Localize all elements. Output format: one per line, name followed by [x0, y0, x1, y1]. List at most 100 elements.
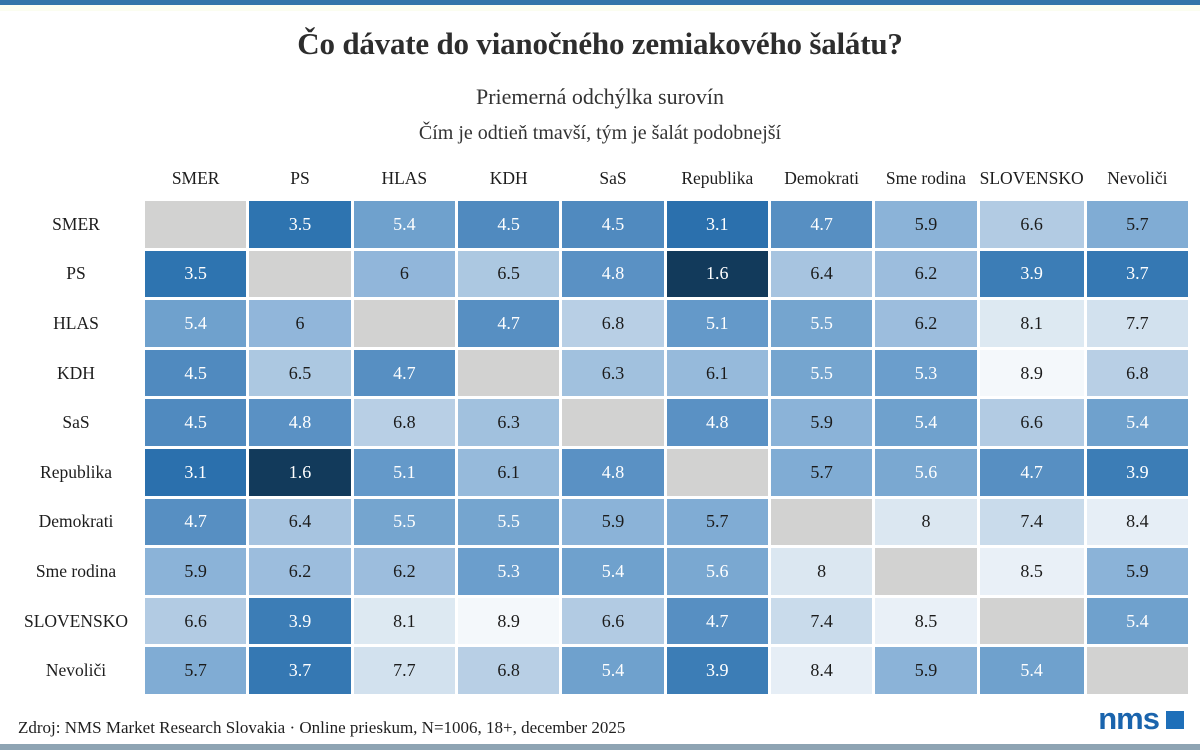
heatmap-cell: 1.6	[249, 448, 351, 496]
heatmap-cell: 8.5	[875, 597, 977, 645]
heatmap-cell: 5.1	[353, 448, 455, 496]
heatmap-cell: 6.6	[979, 399, 1084, 446]
column-header: PS	[249, 158, 351, 198]
heatmap-cell: 5.4	[562, 548, 664, 595]
heatmap-diagonal-cell	[353, 300, 455, 347]
heatmap-cell: 1.6	[666, 250, 768, 298]
column-header: Sme rodina	[875, 158, 977, 198]
page-title: Čo dávate do vianočného zemiakového šalá…	[297, 26, 903, 61]
top-strip	[0, 5, 1200, 11]
heatmap-cell: 4.8	[562, 448, 664, 496]
row-label: HLAS	[10, 300, 142, 347]
heatmap-cell: 4.7	[457, 300, 560, 347]
heatmap-cell: 8.9	[457, 597, 560, 645]
top-accent-bar	[0, 0, 1200, 5]
nms-logo-text: nms	[1098, 701, 1160, 736]
column-header: Nevoliči	[1086, 158, 1188, 198]
heatmap-cell: 4.5	[457, 201, 560, 248]
heatmap-cell: 5.7	[145, 647, 247, 694]
heatmap-cell: 5.3	[875, 349, 977, 397]
heatmap-cell: 5.4	[1086, 597, 1188, 645]
nms-logo: nms	[1098, 703, 1184, 734]
row-label: KDH	[10, 349, 142, 397]
heatmap-cell: 7.4	[979, 498, 1084, 546]
heatmap-cell: 4.7	[145, 498, 247, 546]
heatmap-cell: 5.9	[875, 647, 977, 694]
heatmap-cell: 3.5	[145, 250, 247, 298]
heatmap-cell: 6.6	[145, 597, 247, 645]
column-header: Republika	[666, 158, 768, 198]
heatmap-cell: 4.8	[666, 399, 768, 446]
heatmap-diagonal-cell	[1086, 647, 1188, 694]
heatmap-cell: 5.4	[145, 300, 247, 347]
heatmap-cell: 5.5	[770, 300, 873, 347]
heatmap-cell: 5.6	[875, 448, 977, 496]
heatmap-cell: 6.4	[249, 498, 351, 546]
heatmap-corner	[10, 158, 142, 198]
heatmap-cell: 6.6	[562, 597, 664, 645]
heatmap-diagonal-cell	[145, 201, 247, 248]
heatmap-cell: 6.4	[770, 250, 873, 298]
heatmap-cell: 8	[875, 498, 977, 546]
heatmap-cell: 6.8	[1086, 349, 1188, 397]
heatmap-cell: 5.5	[457, 498, 560, 546]
heatmap-cell: 3.7	[1086, 250, 1188, 298]
heatmap-cell: 6.5	[249, 349, 351, 397]
heatmap-cell: 6.6	[979, 201, 1084, 248]
heatmap-cell: 4.5	[145, 349, 247, 397]
heatmap-diagonal-cell	[979, 597, 1084, 645]
heatmap-cell: 4.5	[145, 399, 247, 446]
heatmap-cell: 4.7	[353, 349, 455, 397]
heatmap-cell: 5.9	[770, 399, 873, 446]
row-label: Demokrati	[10, 498, 142, 546]
heatmap-cell: 5.7	[666, 498, 768, 546]
heatmap-cell: 5.4	[1086, 399, 1188, 446]
row-label: Nevoliči	[10, 647, 142, 694]
heatmap-cell: 4.5	[562, 201, 664, 248]
heatmap-diagonal-cell	[249, 250, 351, 298]
column-header: SLOVENSKO	[979, 158, 1084, 198]
source-note: Zdroj: NMS Market Research Slovakia · On…	[18, 718, 626, 737]
heatmap-cell: 6.8	[457, 647, 560, 694]
heatmap-cell: 5.9	[562, 498, 664, 546]
row-label: SaS	[10, 399, 142, 446]
heatmap-cell: 6.1	[457, 448, 560, 496]
heatmap-cell: 6	[249, 300, 351, 347]
heatmap-cell: 8.1	[979, 300, 1084, 347]
heatmap-cell: 5.9	[875, 201, 977, 248]
heatmap-cell: 4.7	[666, 597, 768, 645]
heatmap-cell: 3.9	[979, 250, 1084, 298]
heatmap-cell: 7.4	[770, 597, 873, 645]
heatmap-cell: 6.1	[666, 349, 768, 397]
heatmap-cell: 4.8	[249, 399, 351, 446]
heatmap-diagonal-cell	[457, 349, 560, 397]
heatmap-cell: 3.5	[249, 201, 351, 248]
heatmap-cell: 5.5	[353, 498, 455, 546]
column-header: HLAS	[353, 158, 455, 198]
heatmap-cell: 3.9	[666, 647, 768, 694]
heatmap-cell: 6.2	[353, 548, 455, 595]
heatmap-diagonal-cell	[562, 399, 664, 446]
heatmap-cell: 6.3	[457, 399, 560, 446]
heatmap-cell: 6.8	[353, 399, 455, 446]
heatmap-cell: 6.2	[875, 300, 977, 347]
heatmap-cell: 8.4	[1086, 498, 1188, 546]
row-label: SMER	[10, 201, 142, 248]
heatmap-cell: 3.1	[145, 448, 247, 496]
heatmap-cell: 7.7	[353, 647, 455, 694]
row-label: SLOVENSKO	[10, 597, 142, 645]
heatmap-cell: 6.5	[457, 250, 560, 298]
column-header: Demokrati	[770, 158, 873, 198]
heatmap-cell: 7.7	[1086, 300, 1188, 347]
row-label: Republika	[10, 448, 142, 496]
bottom-accent-bar	[0, 744, 1200, 750]
column-header: SMER	[145, 158, 247, 198]
heatmap-cell: 6.3	[562, 349, 664, 397]
heatmap-cell: 5.9	[145, 548, 247, 595]
column-header: KDH	[457, 158, 560, 198]
nms-logo-square-icon	[1166, 711, 1184, 729]
heatmap-cell: 3.9	[1086, 448, 1188, 496]
row-label: PS	[10, 250, 142, 298]
chart-subtitle: Priemerná odchýlka surovín	[475, 84, 725, 109]
heatmap-cell: 5.3	[457, 548, 560, 595]
